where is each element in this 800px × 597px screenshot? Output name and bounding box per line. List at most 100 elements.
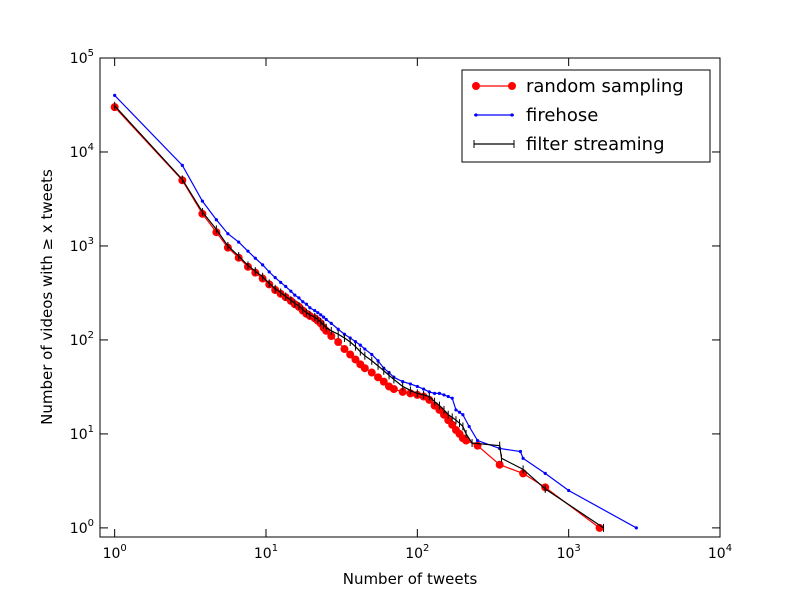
- point-firehose-54: [543, 471, 547, 476]
- point-random-sampling-33: [379, 377, 388, 386]
- point-firehose-38: [415, 384, 419, 389]
- point-firehose-8: [261, 263, 265, 267]
- point-random-sampling-30: [360, 364, 369, 373]
- point-firehose-6: [246, 249, 250, 253]
- point-firehose-45: [450, 396, 454, 400]
- y-axis-label: Number of videos with ≥ x tweets: [38, 169, 56, 425]
- x-tick-label-3-exp: 3: [574, 543, 580, 554]
- y-tick-label-1-base: 10: [70, 427, 88, 443]
- point-random-sampling-28: [351, 355, 360, 364]
- point-firehose-36: [401, 380, 405, 384]
- point-firehose-47: [457, 410, 462, 414]
- point-firehose-29: [358, 343, 362, 347]
- y-tick-label-3-base: 10: [70, 239, 88, 255]
- point-firehose-7: [253, 256, 257, 260]
- x-tick-label-4-exp: 4: [726, 543, 732, 554]
- point-random-sampling-27: [346, 350, 355, 359]
- x-tick-label-1: 101: [254, 543, 278, 562]
- y-tick-label-4-exp: 4: [88, 142, 94, 153]
- series-firehose: [113, 93, 638, 530]
- y-tick-label-1-exp: 1: [88, 424, 94, 435]
- x-tick-label-0-base: 10: [103, 546, 121, 562]
- y-tick-label-2-exp: 2: [88, 330, 94, 341]
- point-firehose-15: [297, 296, 301, 300]
- point-firehose-20: [316, 311, 320, 315]
- legend-label-filter-streaming: filter streaming: [526, 134, 665, 155]
- point-firehose-12: [284, 284, 288, 289]
- point-firehose-44: [446, 394, 450, 399]
- plot-frame: [99, 57, 721, 538]
- legend-marker-firehose-a: [474, 113, 478, 117]
- legend-entry-random-sampling: random sampling: [472, 76, 684, 97]
- point-firehose-50: [475, 438, 480, 443]
- series-line-filter-streaming: [114, 105, 604, 529]
- x-tick-label-3: 103: [557, 543, 581, 562]
- legend-entries: random sampling firehose filter streaming: [472, 76, 684, 155]
- legend-entry-filter-streaming: filter streaming: [473, 134, 665, 155]
- x-tick-label-4: 104: [708, 543, 732, 562]
- point-firehose-16: [301, 300, 305, 304]
- y-tick-label-4: 104: [70, 142, 94, 161]
- legend-marker-random-sampling-a: [472, 82, 480, 90]
- point-random-sampling-25: [334, 338, 343, 347]
- point-firehose-49: [467, 424, 471, 429]
- y-tick-label-3-exp: 3: [88, 236, 94, 247]
- series-line-random-sampling: [114, 106, 600, 529]
- point-firehose-25: [336, 327, 340, 331]
- y-tick-label-5: 105: [70, 48, 94, 67]
- point-firehose-1: [180, 163, 184, 167]
- point-firehose-18: [308, 306, 312, 310]
- point-firehose-53: [521, 456, 525, 460]
- point-firehose-52: [518, 449, 523, 454]
- x-tick-label-0-exp: 0: [120, 543, 126, 554]
- point-firehose-22: [321, 315, 326, 319]
- legend-label-random-sampling: random sampling: [526, 76, 684, 97]
- x-tick-label-0: 100: [103, 543, 127, 562]
- point-random-sampling-35: [389, 385, 398, 394]
- y-tick-label-5-base: 10: [70, 51, 88, 67]
- x-tick-label-3-base: 10: [557, 546, 575, 562]
- y-tick-label-4-base: 10: [70, 145, 88, 161]
- x-tick-label-2-exp: 2: [423, 543, 429, 554]
- point-firehose-40: [427, 390, 431, 394]
- legend-label-firehose: firehose: [526, 105, 598, 126]
- point-firehose-9: [267, 270, 271, 274]
- series-filter-streaming: [114, 101, 605, 532]
- point-firehose-14: [293, 293, 297, 297]
- y-tick-label-0: 100: [70, 518, 94, 537]
- point-firehose-27: [348, 336, 352, 340]
- point-random-sampling-51: [495, 460, 504, 469]
- y-tick-label-3: 103: [70, 236, 94, 255]
- legend-marker-firehose-b: [510, 113, 514, 117]
- point-firehose-32: [376, 359, 380, 363]
- point-firehose-4: [226, 232, 230, 236]
- series-layer: [110, 93, 638, 532]
- legend-marker-random-sampling-b: [508, 82, 516, 90]
- point-firehose-11: [279, 280, 283, 284]
- point-firehose-31: [370, 352, 374, 357]
- point-firehose-48: [461, 413, 465, 417]
- point-firehose-37: [408, 382, 413, 386]
- x-tick-label-2: 102: [405, 543, 429, 562]
- y-tick-label-0-exp: 0: [88, 518, 94, 529]
- point-firehose-55: [567, 488, 571, 493]
- point-firehose-24: [329, 321, 333, 325]
- point-firehose-0: [113, 93, 117, 97]
- y-tick-label-0-base: 10: [70, 521, 88, 537]
- point-firehose-3: [214, 218, 218, 222]
- point-firehose-30: [363, 347, 367, 351]
- y-tick-label-2-base: 10: [70, 333, 88, 349]
- legend-entry-firehose: firehose: [474, 105, 598, 126]
- point-random-sampling-31: [367, 368, 376, 377]
- point-firehose-13: [289, 289, 293, 293]
- legend-box: [461, 69, 711, 163]
- point-firehose-10: [273, 276, 277, 280]
- point-firehose-23: [324, 317, 328, 322]
- point-firehose-42: [437, 391, 442, 395]
- point-firehose-17: [304, 302, 309, 306]
- series-random-sampling: [110, 103, 604, 532]
- point-firehose-5: [237, 240, 241, 244]
- point-random-sampling-32: [374, 373, 383, 382]
